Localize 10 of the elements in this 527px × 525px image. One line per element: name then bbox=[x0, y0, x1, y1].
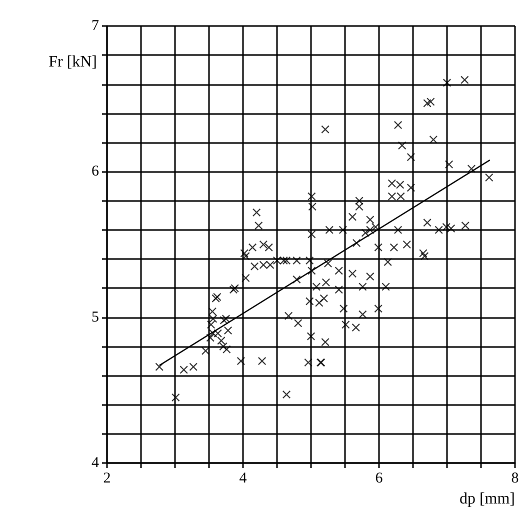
x-tick-label: 6 bbox=[375, 470, 384, 486]
y-tick-label: 4 bbox=[92, 455, 100, 471]
y-tick-label: 5 bbox=[92, 309, 99, 326]
x-axis-title: dp [mm] bbox=[459, 490, 515, 508]
y-tick-label: 7 bbox=[92, 18, 100, 34]
x-tick-label: 8 bbox=[511, 470, 519, 486]
x-tick-label: 4 bbox=[239, 470, 248, 486]
y-axis-title: Fr [kN] bbox=[48, 54, 97, 70]
x-tick-label: 2 bbox=[103, 470, 111, 486]
y-tick-label: 6 bbox=[92, 164, 100, 180]
